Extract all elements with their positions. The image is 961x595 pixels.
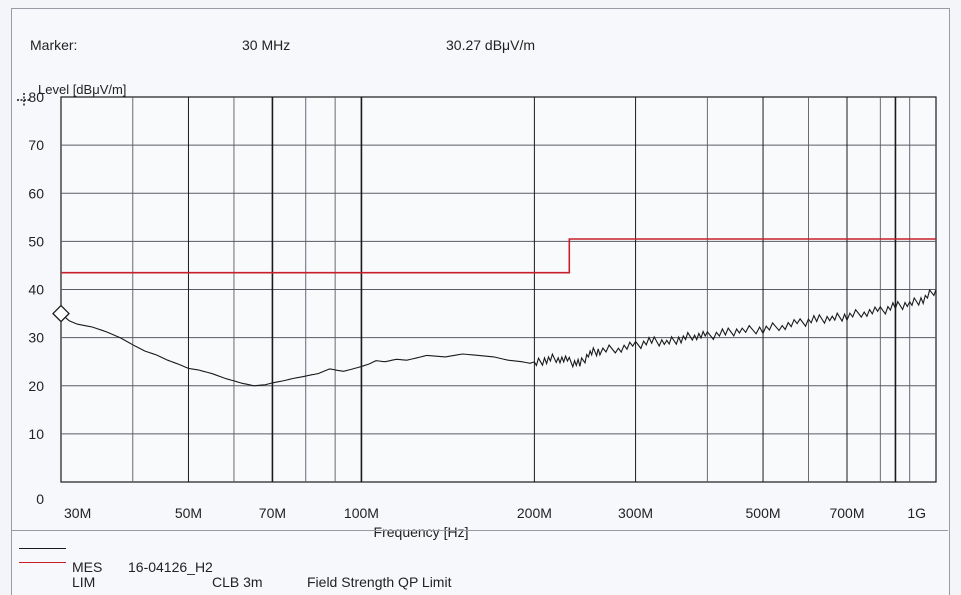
legend-swatch-mes — [19, 548, 66, 549]
y-tick-label: 60 — [28, 185, 44, 201]
crosshair-cursor-icon[interactable] — [17, 93, 31, 107]
marker-label: Marker: — [30, 37, 78, 53]
y-tick-label: 30 — [28, 330, 44, 346]
x-tick-label: 30M — [64, 505, 91, 521]
legend-divider — [11, 530, 948, 531]
x-axis-label: Frequency [Hz] — [374, 524, 469, 540]
series-line-lim — [61, 238, 936, 274]
x-tick-label: 100M — [344, 505, 379, 521]
y-tick-label: 0 — [36, 491, 44, 507]
x-tick-label: 700M — [829, 505, 864, 521]
series-layer — [52, 238, 937, 387]
legend-id-mes: 16-04126_H2 — [128, 559, 213, 575]
y-tick-label: 10 — [28, 426, 44, 442]
legend-description-lim: Field Strength QP Limit — [307, 574, 452, 590]
y-tick-label: 80 — [28, 89, 44, 105]
marker-level: 30.27 dBμV/m — [446, 37, 536, 53]
y-tick-label: 20 — [28, 378, 44, 394]
x-tick-label: 50M — [175, 505, 202, 521]
series-line-mes — [60, 288, 937, 387]
marker-frequency: 30 MHz — [242, 37, 291, 53]
marker-diamond-icon — [52, 304, 70, 323]
legend-code-lim: LIM — [72, 574, 96, 590]
legend-code-mes: MES — [72, 559, 103, 575]
x-tick-label: 70M — [259, 505, 286, 521]
x-tick-label: 200M — [517, 505, 552, 521]
x-tick-label: 1G — [907, 505, 926, 521]
tick-labels: 0 10 20 30 40 50 60 70 80 30M 50M 70M 100M 200M 300M 50… — [28, 89, 926, 521]
x-tick-label: 500M — [746, 505, 781, 521]
y-tick-label: 70 — [28, 137, 44, 153]
legend-swatch-lim — [19, 562, 66, 563]
y-tick-label: 50 — [28, 233, 44, 249]
y-tick-label: 40 — [28, 282, 44, 298]
y-axis-label: Level [dBμV/m] — [38, 82, 126, 97]
grid — [61, 97, 936, 482]
legend-id-lim: CLB 3m — [212, 574, 263, 590]
x-tick-label: 300M — [618, 505, 653, 521]
